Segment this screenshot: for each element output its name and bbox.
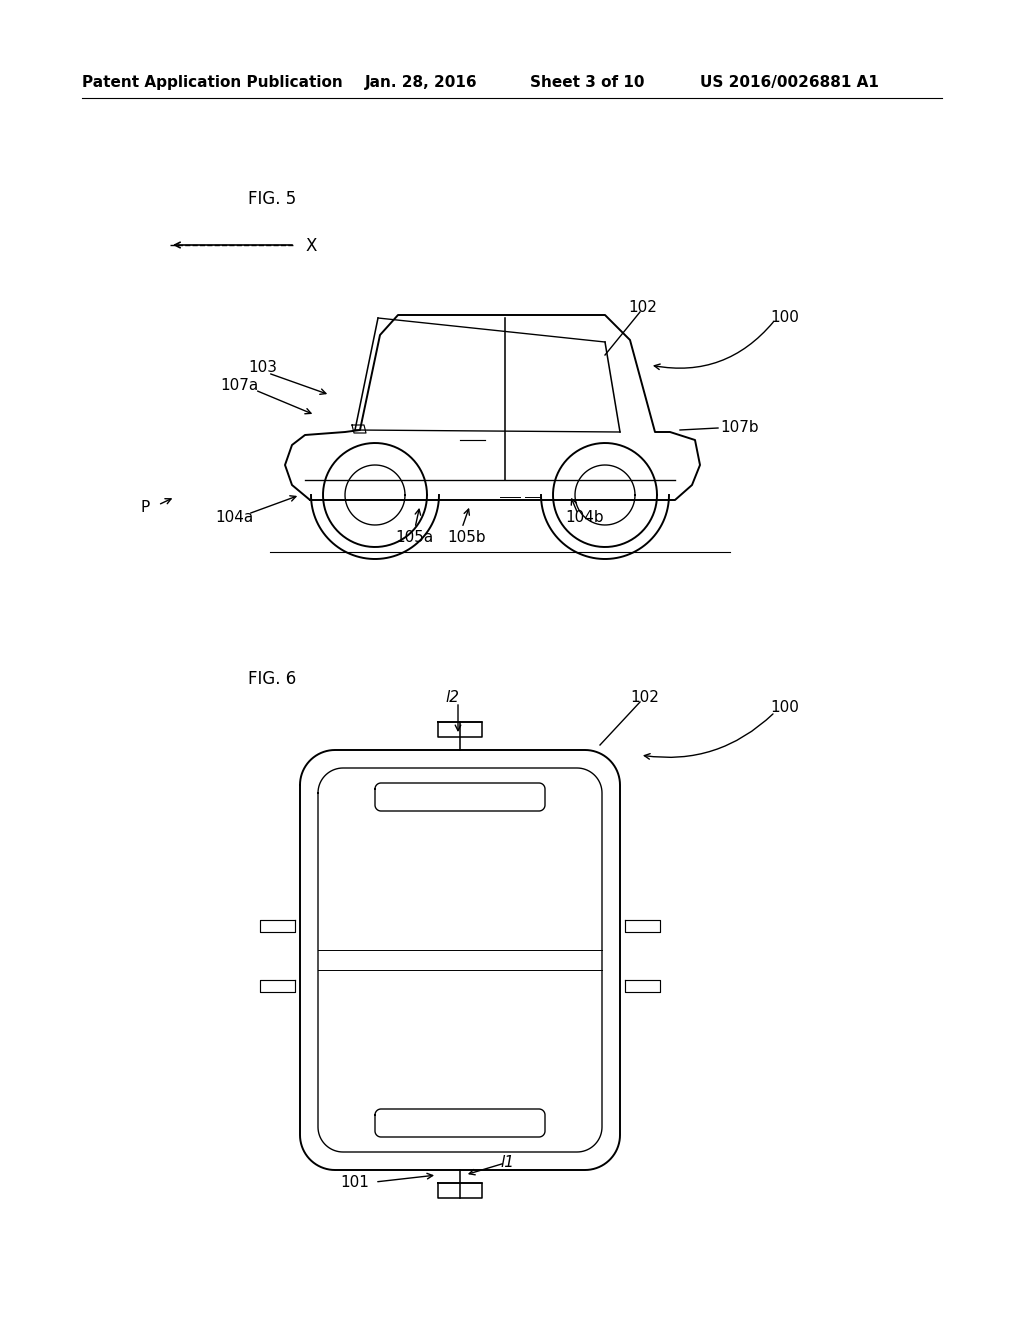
Text: Jan. 28, 2016: Jan. 28, 2016: [365, 75, 477, 90]
Text: 102: 102: [628, 300, 656, 315]
Text: 105a: 105a: [395, 531, 433, 545]
Text: 105b: 105b: [447, 531, 485, 545]
Text: 104a: 104a: [215, 510, 253, 525]
Text: l2: l2: [445, 690, 459, 705]
Text: Sheet 3 of 10: Sheet 3 of 10: [530, 75, 644, 90]
Text: X: X: [305, 238, 316, 255]
Text: 104b: 104b: [565, 510, 603, 525]
Text: 101: 101: [340, 1175, 369, 1191]
Text: Patent Application Publication: Patent Application Publication: [82, 75, 343, 90]
Text: P: P: [140, 500, 150, 515]
Text: FIG. 5: FIG. 5: [248, 190, 296, 209]
Text: 107b: 107b: [720, 420, 759, 436]
Text: US 2016/0026881 A1: US 2016/0026881 A1: [700, 75, 879, 90]
Text: 107a: 107a: [220, 378, 258, 393]
Text: FIG. 6: FIG. 6: [248, 671, 296, 688]
Text: 100: 100: [770, 700, 799, 715]
Text: 103: 103: [248, 360, 278, 375]
Text: 100: 100: [770, 310, 799, 325]
Text: 102: 102: [630, 690, 658, 705]
Text: l1: l1: [500, 1155, 514, 1170]
